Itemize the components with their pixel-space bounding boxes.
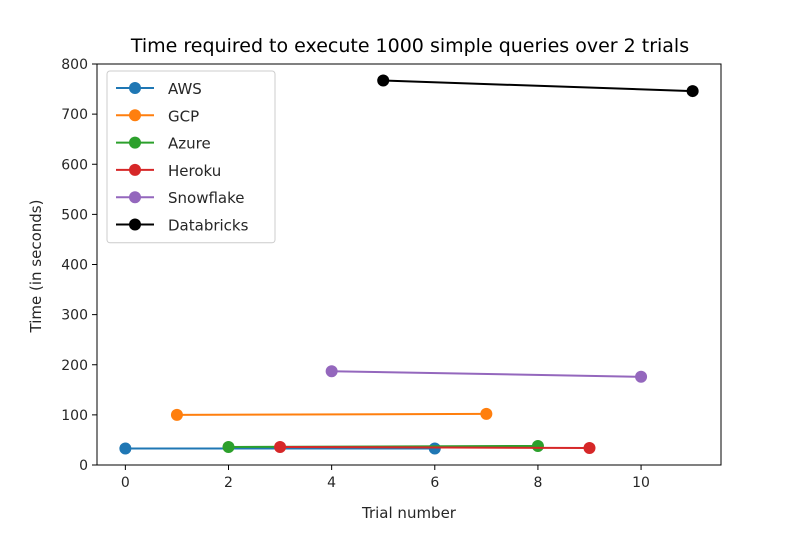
series-heroku [274,440,596,454]
data-point [377,74,390,87]
chart-title: Time required to execute 1000 simple que… [130,35,689,57]
legend-item: AWS [116,80,202,98]
legend-item: GCP [116,107,199,125]
data-point [686,85,699,98]
x-tick-label: 6 [430,475,439,491]
x-tick-label: 2 [224,475,233,491]
data-point [583,441,596,454]
legend-swatch-marker [129,163,141,176]
y-tick-label: 700 [61,107,88,123]
x-tick-label: 8 [533,475,542,491]
series-line [331,370,642,378]
data-point [119,442,132,455]
series-databricks [377,74,699,98]
y-tick-label: 400 [61,258,88,274]
legend-item: Databricks [116,217,249,235]
series-gcp [170,407,493,421]
data-point [531,439,544,452]
legend-label: Databricks [168,217,249,235]
legend-swatch-marker [129,109,141,122]
legend-swatch-marker [129,218,141,231]
legend: AWS GCP Azure Heroku Snowflake Databricks [106,70,276,244]
x-tick-label: 0 [121,475,130,491]
legend-swatch-marker [129,136,141,149]
y-tick-label: 200 [61,358,88,374]
legend-label: Heroku [168,162,221,180]
x-tick-label: 4 [327,475,336,491]
series-line [280,445,590,449]
y-tick-label: 500 [61,207,88,223]
data-point [274,440,287,453]
series-snowflake [325,365,648,383]
legend-box [106,70,276,244]
legend-label: AWS [168,80,202,98]
legend-item: Azure [116,135,211,153]
x-axis: 0 2 4 6 8 10 [121,465,650,491]
data-point [635,370,648,383]
x-tick-label: 10 [632,475,650,491]
legend-swatch-marker [129,191,141,204]
data-point [170,408,183,421]
y-tick-label: 300 [61,308,88,324]
y-tick-label: 800 [61,57,88,73]
data-point [325,365,338,378]
series-line [176,412,487,416]
data-point [480,407,493,420]
y-tick-label: 600 [61,157,88,173]
series-line [383,79,693,93]
y-axis-label: Time (in seconds) [27,200,45,334]
legend-item: Heroku [116,162,221,180]
y-axis: 0 100 200 300 400 500 600 700 800 [61,57,97,474]
x-axis-label: Trial number [361,504,457,522]
legend-item: Snowflake [116,189,245,207]
legend-label: Snowflake [168,189,245,207]
data-point [222,440,235,453]
y-tick-label: 100 [61,408,88,424]
y-tick-label: 0 [79,458,88,474]
legend-label: GCP [168,107,199,125]
legend-label: Azure [168,135,211,153]
legend-swatch-marker [129,82,141,94]
